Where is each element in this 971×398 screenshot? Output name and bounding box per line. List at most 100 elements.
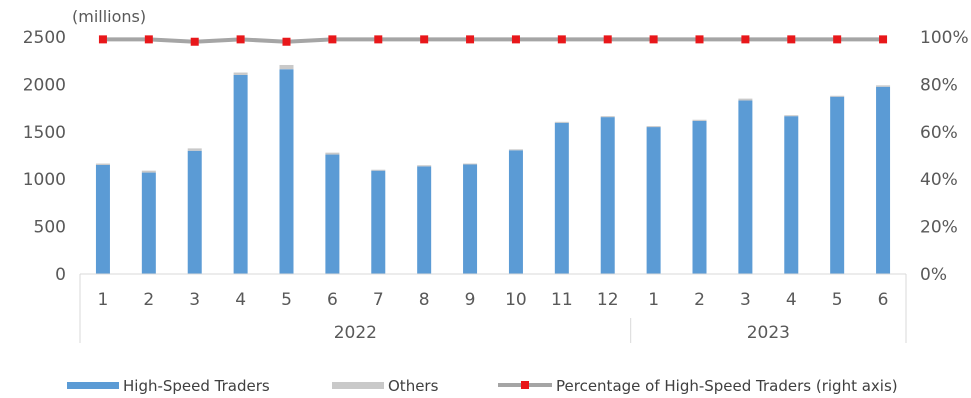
percentage-marker bbox=[649, 35, 658, 44]
percentage-line-path bbox=[102, 37, 884, 44]
percentage-marker bbox=[98, 35, 107, 44]
percentage-marker bbox=[466, 35, 475, 44]
legend-label-others: Others bbox=[388, 377, 439, 395]
percentage-marker bbox=[879, 35, 888, 44]
left-tick-label: 2000 bbox=[23, 75, 66, 95]
bar-others bbox=[600, 116, 615, 118]
bar-others bbox=[738, 98, 753, 101]
x-tick-label: 10 bbox=[505, 290, 527, 310]
x-tick-label: 3 bbox=[189, 290, 200, 310]
bar-high-speed-traders bbox=[233, 74, 248, 274]
bar-others bbox=[830, 95, 845, 97]
bar-others bbox=[325, 152, 340, 155]
percentage-marker bbox=[741, 35, 750, 44]
x-tick-label: 3 bbox=[740, 290, 751, 310]
percentage-marker bbox=[374, 35, 383, 44]
bar-others bbox=[463, 163, 478, 165]
bar-others bbox=[876, 85, 891, 87]
x-tick-label: 8 bbox=[419, 290, 430, 310]
bar-high-speed-traders bbox=[371, 170, 386, 274]
legend-label-percentage: Percentage of High-Speed Traders (right … bbox=[556, 377, 898, 395]
bar-others bbox=[279, 64, 294, 70]
bar-high-speed-traders bbox=[325, 154, 340, 274]
percentage-marker bbox=[420, 35, 429, 44]
bar-high-speed-traders bbox=[463, 164, 478, 274]
x-tick-label: 1 bbox=[98, 290, 109, 310]
year-label: 2023 bbox=[747, 323, 790, 343]
bar-high-speed-traders bbox=[279, 69, 294, 275]
legend-marker-percentage bbox=[521, 381, 529, 389]
percentage-marker bbox=[328, 35, 337, 44]
x-tick-label: 11 bbox=[551, 290, 573, 310]
bar-high-speed-traders bbox=[830, 96, 845, 274]
bar-high-speed-traders bbox=[187, 150, 202, 274]
bar-others bbox=[508, 149, 523, 151]
x-tick-label: 1 bbox=[648, 290, 659, 310]
bar-others bbox=[187, 148, 202, 151]
percentage-marker bbox=[236, 35, 245, 44]
bar-others bbox=[554, 121, 569, 123]
year-label: 2022 bbox=[334, 323, 377, 343]
legend-label-high-speed-traders: High-Speed Traders bbox=[123, 377, 270, 395]
bars bbox=[95, 64, 891, 275]
bar-high-speed-traders bbox=[738, 100, 753, 275]
bar-high-speed-traders bbox=[876, 86, 891, 275]
bar-high-speed-traders bbox=[646, 127, 661, 274]
x-tick-label: 9 bbox=[465, 290, 476, 310]
y-axis-unit-label: (millions) bbox=[72, 7, 146, 26]
percentage-marker bbox=[190, 37, 199, 46]
bar-high-speed-traders bbox=[692, 120, 707, 274]
right-tick-label: 60% bbox=[920, 123, 958, 143]
left-tick-label: 2500 bbox=[23, 28, 66, 48]
legend-swatch-others bbox=[332, 382, 384, 389]
right-axis-ticks: 0% 20% 40% 60% 80% 100% bbox=[920, 28, 969, 285]
percentage-marker bbox=[695, 35, 704, 44]
right-tick-label: 100% bbox=[920, 28, 969, 48]
x-tick-label: 2 bbox=[143, 290, 154, 310]
bar-high-speed-traders bbox=[784, 116, 799, 275]
bar-high-speed-traders bbox=[508, 150, 523, 274]
percentage-marker bbox=[833, 35, 842, 44]
bar-high-speed-traders bbox=[95, 164, 110, 274]
percentage-marker bbox=[144, 35, 153, 44]
left-axis-ticks: 0 500 1000 1500 2000 2500 bbox=[23, 28, 66, 285]
x-tick-label: 5 bbox=[281, 290, 292, 310]
bar-others bbox=[233, 72, 248, 75]
x-tick-label: 7 bbox=[373, 290, 384, 310]
bar-others bbox=[692, 119, 707, 121]
percentage-line bbox=[98, 35, 888, 46]
percentage-marker bbox=[557, 35, 566, 44]
left-tick-label: 1000 bbox=[23, 170, 66, 190]
bar-high-speed-traders bbox=[600, 117, 615, 274]
legend-swatch-high-speed-traders bbox=[67, 382, 119, 389]
percentage-marker bbox=[603, 35, 612, 44]
percentage-marker bbox=[787, 35, 796, 44]
left-tick-label: 500 bbox=[34, 218, 66, 238]
bar-high-speed-traders bbox=[417, 166, 432, 274]
x-tick-label: 6 bbox=[878, 290, 889, 310]
bar-high-speed-traders bbox=[141, 172, 156, 274]
left-tick-label: 1500 bbox=[23, 123, 66, 143]
right-tick-label: 0% bbox=[920, 265, 947, 285]
bar-others bbox=[646, 126, 661, 128]
bar-others bbox=[95, 163, 110, 165]
right-tick-label: 80% bbox=[920, 75, 958, 95]
percentage-marker bbox=[282, 37, 291, 46]
bar-others bbox=[141, 170, 156, 173]
bar-high-speed-traders bbox=[554, 122, 569, 274]
legend: High-Speed Traders Others Percentage of Hi… bbox=[67, 377, 898, 395]
x-tick-label: 12 bbox=[597, 290, 619, 310]
x-tick-label: 5 bbox=[832, 290, 843, 310]
x-tick-label: 2 bbox=[694, 290, 705, 310]
x-tick-label: 4 bbox=[786, 290, 797, 310]
x-tick-label: 6 bbox=[327, 290, 338, 310]
left-tick-label: 0 bbox=[55, 265, 66, 285]
right-tick-label: 40% bbox=[920, 170, 958, 190]
x-tick-label: 4 bbox=[235, 290, 246, 310]
bar-others bbox=[784, 115, 799, 117]
bar-others bbox=[371, 169, 386, 171]
percentage-marker bbox=[511, 35, 520, 44]
bar-others bbox=[417, 165, 432, 167]
